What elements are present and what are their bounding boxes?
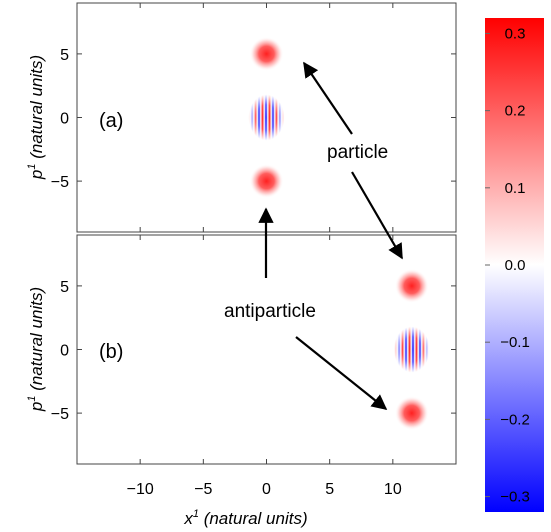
x-tick-label: 0: [262, 481, 271, 498]
interference-blob-0-1: [248, 94, 285, 141]
arrow-particle-a: [303, 61, 353, 135]
x-tick-label: 5: [325, 481, 334, 498]
interference-blob-1-1: [393, 326, 430, 373]
colorbar: [485, 18, 544, 512]
ticks-layer: 5 0 −5 −10 −5 0 5 10 5 0 −5: [51, 3, 456, 498]
annotation-particle: particle: [327, 142, 388, 163]
annotation-antiparticle: antiparticle: [224, 301, 316, 322]
gaussian-blob-0-2: [249, 164, 284, 199]
colorbar-ticks: 0.3 0.2 0.1 0.0 −0.1 −0.2 −0.3: [485, 25, 530, 506]
y-tick-label: 0: [60, 111, 69, 128]
y-axis-label-b: p1 (natural units): [26, 287, 46, 412]
arrow-particle-b: [351, 171, 403, 260]
blobs-layer: [248, 36, 430, 431]
arrow-antiparticle-b: [295, 336, 388, 410]
colorbar-tick-label: 0.1: [505, 180, 526, 197]
y-tick-label: 5: [60, 279, 69, 296]
y-tick-label: −5: [51, 406, 69, 423]
panel-a-label: (a): [99, 110, 123, 132]
x-axis-label: x1 (natural units): [183, 508, 307, 528]
colorbar-tick-label: −0.2: [500, 411, 530, 428]
y-tick-label: −5: [51, 174, 69, 191]
panel-b-label: (b): [99, 341, 123, 363]
x-tick-label: −5: [194, 481, 212, 498]
colorbar-tick-label: 0.0: [505, 257, 526, 274]
colorbar-tick-label: −0.1: [500, 334, 530, 351]
colorbar-tick-label: −0.3: [500, 489, 530, 506]
gaussian-blob-1-2: [394, 396, 429, 431]
gaussian-blob-1-0: [394, 268, 429, 303]
colorbar-tick-label: 0.2: [505, 103, 526, 120]
y-axis-label-a: p1 (natural units): [26, 55, 46, 180]
x-tick-label: 10: [384, 481, 402, 498]
y-tick-label: 0: [60, 343, 69, 360]
y-tick-label: 5: [60, 47, 69, 64]
x-tick-label: −10: [127, 481, 154, 498]
colorbar-tick-label: 0.3: [505, 25, 526, 42]
gaussian-blob-0-0: [249, 36, 284, 71]
